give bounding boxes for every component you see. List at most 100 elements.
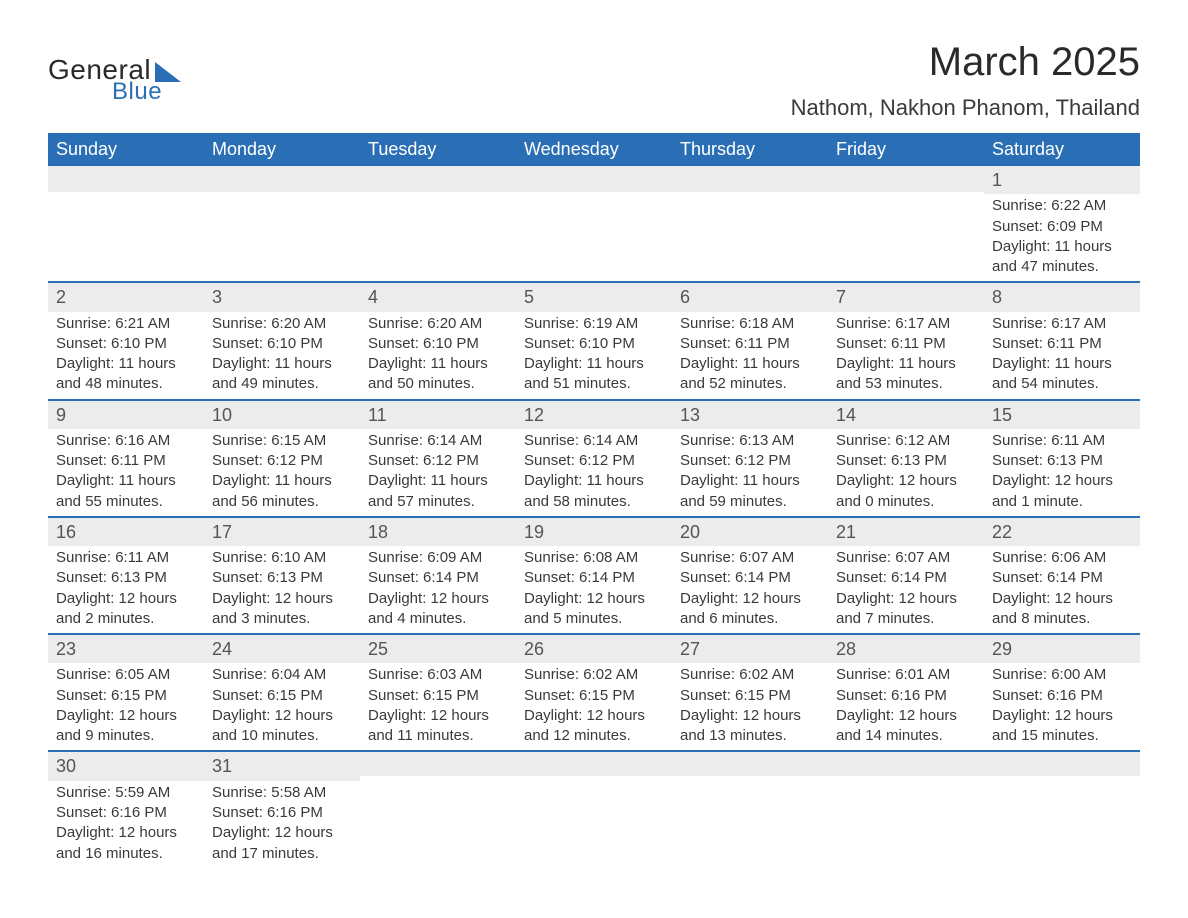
daylight-line: Daylight: 12 hours and 0 minutes. [836,471,976,512]
day-number: 5 [516,281,672,311]
calendar-day-cell [516,166,672,281]
day-details: Sunrise: 6:13 AMSunset: 6:12 PMDaylight:… [672,429,828,516]
calendar-day-cell: 7Sunrise: 6:17 AMSunset: 6:11 PMDaylight… [828,281,984,398]
sunset-line: Sunset: 6:11 PM [56,451,196,471]
sunrise-line: Sunrise: 6:09 AM [368,548,508,568]
sunrise-line: Sunrise: 6:17 AM [836,314,976,334]
day-details: Sunrise: 6:18 AMSunset: 6:11 PMDaylight:… [672,312,828,399]
calendar-week-row: 16Sunrise: 6:11 AM Sunset: 6:13 PM Dayligh… [48,516,1140,633]
calendar-day-cell [204,166,360,281]
daylight-line: Daylight: 11 hours and 52 minutes. [680,354,820,395]
sunrise-line: Sunrise: 6:11 AM [56,548,196,568]
calendar-day-cell [48,166,204,281]
daylight-line: Daylight: 12 hours and 17 minutes. [212,823,352,864]
day-number: 21 [828,516,984,546]
sunrise-line: Sunrise: 6:14 AM [524,431,664,451]
sunset-line: Sunset: 6:13 PM [212,568,352,588]
daylight-line: Daylight: 12 hours and 14 minutes. [836,706,976,747]
calendar-day-cell: 18Sunrise: 6:09 AMSunset: 6:14 PMDayligh… [360,516,516,633]
day-number: 14 [828,399,984,429]
daylight-line: Daylight: 12 hours and 1 minute. [992,471,1132,512]
calendar-day-cell: 21Sunrise: 6:07 AMSunset: 6:14 PMDayligh… [828,516,984,633]
daylight-line: Daylight: 11 hours and 57 minutes. [368,471,508,512]
day-number: 26 [516,633,672,663]
sunrise-line: Sunrise: 6:02 AM [680,665,820,685]
daylight-line: Daylight: 12 hours and 5 minutes. [524,589,664,630]
day-number: 8 [984,281,1140,311]
daylight-line: Daylight: 11 hours and 51 minutes. [524,354,664,395]
sunrise-line: Sunrise: 6:08 AM [524,548,664,568]
calendar-day-cell: 12Sunrise: 6:14 AMSunset: 6:12 PMDayligh… [516,399,672,516]
calendar-day-cell: 27Sunrise: 6:02 AMSunset: 6:15 PMDayligh… [672,633,828,750]
empty-day-header [984,750,1140,776]
sunrise-line: Sunrise: 6:02 AM [524,665,664,685]
weekday-header: Tuesday [360,133,516,166]
weekday-header: Saturday [984,133,1140,166]
calendar-day-cell: 15Sunrise: 6:11 AMSunset: 6:13 PMDayligh… [984,399,1140,516]
day-number: 16 [48,516,204,546]
sunset-line: Sunset: 6:12 PM [368,451,508,471]
day-number: 3 [204,281,360,311]
day-number: 17 [204,516,360,546]
calendar-day-cell: 16Sunrise: 6:11 AMSunset: 6:13 PMDayligh… [48,516,204,633]
empty-day-header [204,166,360,192]
calendar-week-row: 1Sunrise: 6:22 AMSunset: 6:09 PMDaylight… [48,166,1140,281]
day-number: 30 [48,750,204,780]
day-details: Sunrise: 6:00 AMSunset: 6:16 PMDaylight:… [984,663,1140,750]
day-details: Sunrise: 6:01 AMSunset: 6:16 PMDaylight:… [828,663,984,750]
sunset-line: Sunset: 6:13 PM [836,451,976,471]
sunset-line: Sunset: 6:15 PM [680,686,820,706]
calendar-day-cell: 23Sunrise: 6:05 AMSunset: 6:15 PMDayligh… [48,633,204,750]
sunrise-line: Sunrise: 6:20 AM [212,314,352,334]
day-details: Sunrise: 5:58 AMSunset: 6:16 PMDaylight:… [204,781,360,868]
daylight-line: Daylight: 11 hours and 58 minutes. [524,471,664,512]
day-details: Sunrise: 6:11 AMSunset: 6:13 PMDaylight:… [984,429,1140,516]
calendar-week-row: 2Sunrise: 6:21 AMSunset: 6:10 PMDaylight… [48,281,1140,398]
day-number: 18 [360,516,516,546]
day-number: 20 [672,516,828,546]
sunrise-line: Sunrise: 5:59 AM [56,783,196,803]
day-details: Sunrise: 6:04 AMSunset: 6:15 PMDaylight:… [204,663,360,750]
calendar-day-cell: 29Sunrise: 6:00 AMSunset: 6:16 PMDayligh… [984,633,1140,750]
calendar-day-cell: 9Sunrise: 6:16 AMSunset: 6:11 PMDaylight… [48,399,204,516]
sunset-line: Sunset: 6:12 PM [212,451,352,471]
empty-day-header [360,750,516,776]
calendar-day-cell: 11Sunrise: 6:14 AMSunset: 6:12 PMDayligh… [360,399,516,516]
day-number: 31 [204,750,360,780]
day-details: Sunrise: 6:08 AMSunset: 6:14 PMDaylight:… [516,546,672,633]
daylight-line: Daylight: 11 hours and 50 minutes. [368,354,508,395]
day-details: Sunrise: 6:05 AMSunset: 6:15 PMDaylight:… [48,663,204,750]
sunset-line: Sunset: 6:10 PM [368,334,508,354]
sunset-line: Sunset: 6:11 PM [680,334,820,354]
day-details: Sunrise: 5:59 AMSunset: 6:16 PMDaylight:… [48,781,204,868]
sunset-line: Sunset: 6:10 PM [56,334,196,354]
day-details: Sunrise: 6:14 AMSunset: 6:12 PMDaylight:… [516,429,672,516]
daylight-line: Daylight: 12 hours and 7 minutes. [836,589,976,630]
day-details: Sunrise: 6:12 AMSunset: 6:13 PMDaylight:… [828,429,984,516]
weekday-header: Thursday [672,133,828,166]
day-details: Sunrise: 6:07 AMSunset: 6:14 PMDaylight:… [828,546,984,633]
location-label: Nathom, Nakhon Phanom, Thailand [791,95,1140,121]
sunrise-line: Sunrise: 6:13 AM [680,431,820,451]
sunrise-line: Sunrise: 6:04 AM [212,665,352,685]
empty-day-header [672,166,828,192]
day-number: 1 [984,166,1140,194]
empty-day-header [516,750,672,776]
sunset-line: Sunset: 6:16 PM [56,803,196,823]
day-details: Sunrise: 6:09 AMSunset: 6:14 PMDaylight:… [360,546,516,633]
day-number: 27 [672,633,828,663]
calendar-day-cell: 30Sunrise: 5:59 AMSunset: 6:16 PMDayligh… [48,750,204,867]
sunrise-line: Sunrise: 6:12 AM [836,431,976,451]
weekday-header: Sunday [48,133,204,166]
sunset-line: Sunset: 6:15 PM [212,686,352,706]
sunset-line: Sunset: 6:14 PM [680,568,820,588]
sunset-line: Sunset: 6:14 PM [836,568,976,588]
sunset-line: Sunset: 6:16 PM [992,686,1132,706]
empty-day-header [48,166,204,192]
day-details: Sunrise: 6:10 AMSunset: 6:13 PMDaylight:… [204,546,360,633]
sunset-line: Sunset: 6:16 PM [212,803,352,823]
sunrise-line: Sunrise: 6:18 AM [680,314,820,334]
day-number: 28 [828,633,984,663]
day-details: Sunrise: 6:22 AMSunset: 6:09 PMDaylight:… [984,194,1140,281]
daylight-line: Daylight: 12 hours and 10 minutes. [212,706,352,747]
